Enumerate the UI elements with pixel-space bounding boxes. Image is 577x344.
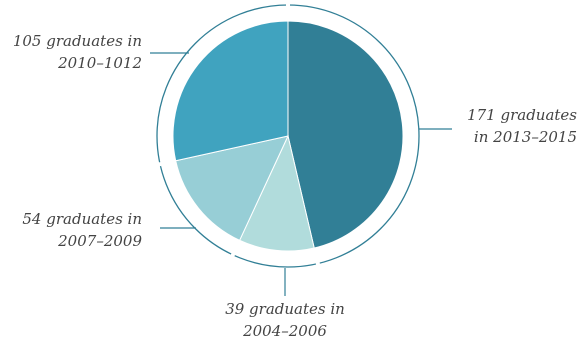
label-2010-2012-line1: 105 graduates in (12, 32, 142, 50)
label-2010-2012-line2: 2010–1012 (58, 54, 142, 72)
label-2007-2009-line2: 2007–2009 (58, 232, 142, 250)
pie-slice-3 (172, 20, 289, 162)
label-2004-2006: 39 graduates in 2004–2006 (190, 298, 380, 342)
ring-gap-1 (314, 259, 321, 268)
outer-ring (155, 1, 420, 268)
pie-slice-0 (287, 20, 404, 249)
label-2004-2006-line1: 39 graduates in (225, 300, 345, 318)
label-2013-2015-line2: in 2013–2015 (473, 128, 577, 146)
ring-gap-3 (155, 161, 165, 168)
pie-slice-1 (238, 134, 315, 252)
label-2010-2012: 105 graduates in 2010–1012 (0, 30, 142, 74)
label-2013-2015: 171 graduates in 2013–2015 (432, 104, 577, 148)
label-2007-2009: 54 graduates in 2007–2009 (0, 208, 142, 252)
ring-gap-2 (229, 250, 237, 260)
leader-lines (150, 52, 452, 296)
pie-slices (172, 20, 404, 252)
label-2013-2015-line1: 171 graduates (467, 106, 577, 124)
label-2007-2009-line1: 54 graduates in (22, 210, 142, 228)
label-2004-2006-line2: 2004–2006 (243, 322, 327, 340)
pie-slice-2 (175, 135, 289, 241)
